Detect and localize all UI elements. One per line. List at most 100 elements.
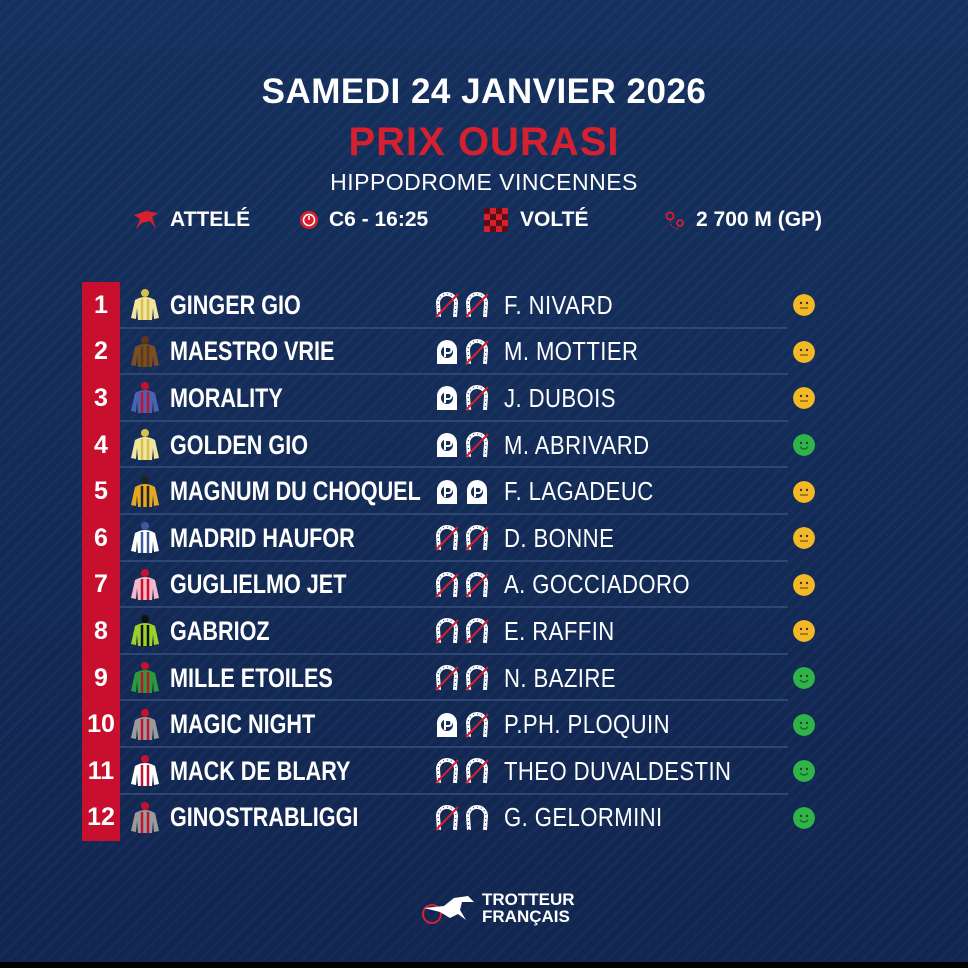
driver-name: THEO DUVALDESTIN <box>504 755 732 786</box>
runner-row[interactable]: 8 GABRIOZ E. RAFFIN <box>82 608 822 655</box>
plate-shoe-icon <box>437 339 457 364</box>
driver-cell: F. NIVARD <box>504 290 784 321</box>
driver-name: J. DUBOIS <box>504 382 616 413</box>
jockey-silk-icon <box>128 661 162 695</box>
course-label: C6 - 16:25 <box>329 208 429 231</box>
horse-name: GINGER GIO <box>170 289 301 320</box>
runner-row[interactable]: 12 GINOSTRABLIGGI G. GELORMINI <box>82 794 822 842</box>
runner-number: 8 <box>82 608 120 655</box>
runner-row[interactable]: 7 GUGLIELMO JET A. GOCCIADORO <box>82 561 822 609</box>
race-name: PRIX OURASI <box>348 120 620 164</box>
unshod-shoe-icon <box>435 804 459 831</box>
horse-cell: GOLDEN GIO <box>170 430 434 461</box>
horse-name: MORALITY <box>170 382 283 413</box>
checkered-flag-icon <box>484 208 508 232</box>
shoeing-status <box>434 757 504 785</box>
runner-row[interactable]: 11 MACK DE BLARY THEO DUVALDESTIN <box>82 747 822 795</box>
driver-name: F. LAGADEUC <box>504 476 654 507</box>
runner-number: 3 <box>82 375 120 422</box>
jockey-silk-icon <box>128 335 162 369</box>
plate-shoe-icon <box>437 433 457 458</box>
race-date: SAMEDI 24 JANVIER 2026 <box>261 72 707 111</box>
runners-table: 1 GINGER GIO F. NIVARD 2 MAESTRO VRIE M. MOTT… <box>82 282 822 842</box>
runner-row[interactable]: 4 GOLDEN GIO M. ABRIVARD <box>82 421 822 469</box>
unshod-shoe-icon <box>465 618 489 645</box>
shoeing-status <box>434 664 504 692</box>
driver-cell: J. DUBOIS <box>504 383 784 414</box>
runner-row[interactable]: 9 MILLE ETOILES N. BAZIRE <box>82 654 822 702</box>
horse-cell: MACK DE BLARY <box>170 756 434 787</box>
distance-label: 2 700 M (GP) <box>696 208 823 231</box>
logo-horse-icon <box>422 896 474 924</box>
runner-number: 5 <box>82 468 120 515</box>
shoeing-status <box>434 571 504 599</box>
good-form-icon <box>793 434 815 457</box>
runner-row[interactable]: 10 MAGIC NIGHT P.PH. PLOQUIN <box>82 701 822 748</box>
clock-icon <box>300 211 318 229</box>
jockey-silk-icon <box>128 381 162 415</box>
neutral-form-icon <box>793 480 815 503</box>
jockey-silk-icon <box>128 754 162 788</box>
horse-name: MAGNUM DU CHOQUEL <box>170 476 421 507</box>
runner-row[interactable]: 6 MADRID HAUFOR D. BONNE <box>82 514 822 562</box>
driver-cell: M. MOTTIER <box>504 336 784 367</box>
unshod-shoe-icon <box>435 665 459 691</box>
shod-shoe-icon <box>465 804 489 830</box>
driver-name: M. ABRIVARD <box>504 429 650 460</box>
shoeing-status <box>434 524 504 552</box>
runner-number: 1 <box>82 282 120 329</box>
runner-number: 12 <box>82 794 120 842</box>
plate-shoe-icon <box>467 479 487 504</box>
start-label: VOLTÉ <box>520 208 589 231</box>
logo-line1: TROTTEUR <box>482 890 575 909</box>
plate-shoe-icon <box>437 712 457 737</box>
unshod-shoe-icon <box>465 758 489 784</box>
horse-cell: MILLE ETOILES <box>170 663 434 694</box>
unshod-shoe-icon <box>435 758 459 784</box>
driver-name: N. BAZIRE <box>504 662 616 693</box>
runner-row[interactable]: 1 GINGER GIO F. NIVARD <box>82 282 822 329</box>
unshod-shoe-icon <box>465 385 489 412</box>
trotter-icon <box>134 211 158 229</box>
driver-name: D. BONNE <box>504 522 615 553</box>
horse-name: MAGIC NIGHT <box>170 709 316 740</box>
runner-number: 4 <box>82 421 120 469</box>
runner-row[interactable]: 3 MORALITY J. DUBOIS <box>82 375 822 422</box>
discipline-label: ATTELÉ <box>170 208 251 231</box>
unshod-shoe-icon <box>435 525 459 551</box>
neutral-form-icon <box>793 620 815 643</box>
horse-name: MAESTRO VRIE <box>170 336 335 367</box>
driver-cell: M. ABRIVARD <box>504 430 784 461</box>
shoeing-status <box>434 338 504 366</box>
unshod-shoe-icon <box>465 338 489 365</box>
unshod-shoe-icon <box>465 432 489 458</box>
jockey-silk-icon <box>128 708 162 742</box>
jockey-silk-icon <box>128 521 162 555</box>
shoeing-status <box>434 291 504 319</box>
neutral-form-icon <box>793 387 815 410</box>
driver-name: M. MOTTIER <box>504 336 639 367</box>
horse-name: MADRID HAUFOR <box>170 522 355 553</box>
driver-name: F. NIVARD <box>504 289 614 320</box>
horse-cell: GINGER GIO <box>170 290 434 321</box>
runner-number: 11 <box>82 747 120 795</box>
trotteur-francais-logo: TROTTEUR FRANÇAIS <box>420 890 575 926</box>
shoeing-status <box>434 478 504 506</box>
jockey-silk-icon <box>128 288 162 322</box>
horse-cell: MAGIC NIGHT <box>170 709 434 740</box>
horse-cell: GINOSTRABLIGGI <box>170 802 434 833</box>
runner-row[interactable]: 5 MAGNUM DU CHOQUEL F. LAGADEUC <box>82 468 822 515</box>
runner-row[interactable]: 2 MAESTRO VRIE M. MOTTIER <box>82 328 822 376</box>
neutral-form-icon <box>793 573 815 596</box>
neutral-form-icon <box>793 527 815 550</box>
horse-cell: MADRID HAUFOR <box>170 523 434 554</box>
unshod-shoe-icon <box>465 665 489 691</box>
logo-line2: FRANÇAIS <box>482 907 570 926</box>
unshod-shoe-icon <box>435 571 459 598</box>
neutral-form-icon <box>793 340 815 363</box>
runner-number: 7 <box>82 561 120 609</box>
unshod-shoe-icon <box>465 292 489 318</box>
venue: HIPPODROME VINCENNES <box>330 169 638 195</box>
horse-name: GUGLIELMO JET <box>170 569 347 600</box>
plate-shoe-icon <box>437 479 457 504</box>
